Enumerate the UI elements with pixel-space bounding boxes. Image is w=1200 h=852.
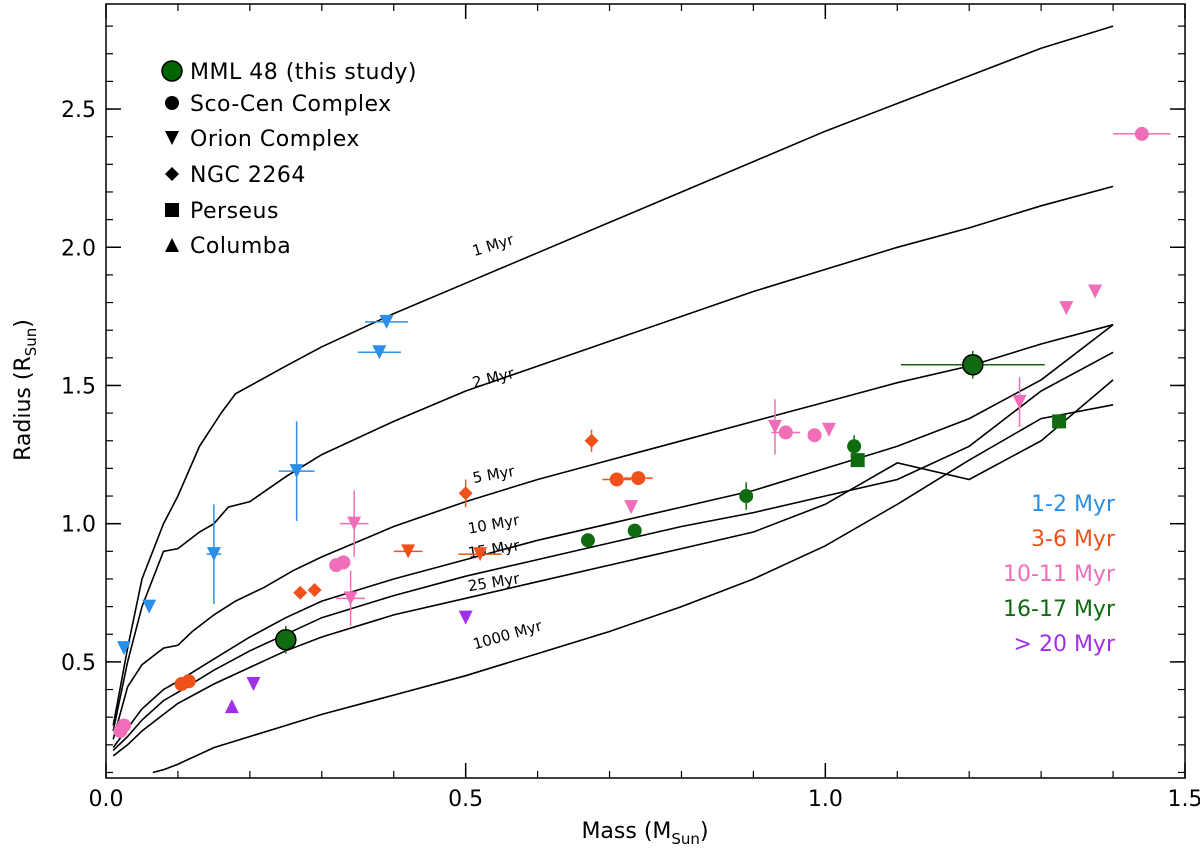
age-legend-16-17: 16-17 Myr bbox=[1003, 597, 1116, 622]
data-point-circle bbox=[181, 674, 196, 689]
data-point-triangle-down bbox=[142, 599, 157, 614]
legend-label-ngc2264: NGC 2264 bbox=[190, 163, 306, 188]
data-point-circle bbox=[580, 533, 595, 548]
data-point-triangle-down bbox=[1088, 284, 1103, 299]
y-tick-label: 1.0 bbox=[61, 513, 96, 538]
y-tick-label: 0.5 bbox=[61, 651, 96, 676]
isochrone-label: 25 Myr bbox=[467, 569, 522, 595]
data-point-mml48 bbox=[275, 629, 297, 651]
data-point-triangle-up bbox=[224, 699, 239, 714]
legend-marker-perseus bbox=[165, 203, 179, 217]
isochrone-line bbox=[152, 404, 1114, 774]
data-point-circle bbox=[778, 425, 793, 440]
legend-marker-columba bbox=[165, 238, 179, 252]
data-point-diamond bbox=[584, 433, 599, 448]
data-point-square bbox=[1052, 414, 1067, 429]
data-points bbox=[113, 126, 1171, 739]
axis-ticks: 0.0 0.5 1.0 1.5 0.5 1.0 1.5 2.0 2.5 bbox=[61, 4, 1200, 812]
x-axis-label: Mass (MSun) bbox=[581, 819, 708, 848]
legend-marker-sco-cen bbox=[165, 96, 179, 110]
isochrone-line bbox=[112, 185, 1114, 732]
legend-marker-orion bbox=[165, 131, 179, 145]
age-legend: 1-2 Myr 3-6 Myr 10-11 Myr 16-17 Myr > 20… bbox=[1003, 492, 1116, 657]
data-point-circle bbox=[336, 555, 351, 570]
legend-label-orion: Orion Complex bbox=[190, 127, 360, 152]
legend-marker-mml48 bbox=[161, 60, 183, 82]
data-point-diamond bbox=[458, 486, 473, 501]
legend-label-columba: Columba bbox=[190, 234, 291, 259]
data-point-square bbox=[850, 453, 865, 468]
data-point-circle bbox=[631, 471, 646, 486]
y-tick-label: 2.0 bbox=[61, 236, 96, 261]
x-tick-label: 1.5 bbox=[1168, 787, 1200, 812]
data-point-triangle-down bbox=[1012, 395, 1027, 410]
data-point-triangle-down bbox=[246, 677, 261, 692]
data-point-triangle-down bbox=[206, 547, 221, 562]
data-point-circle bbox=[739, 489, 754, 504]
isochrone-label: 1000 Myr bbox=[471, 616, 545, 653]
data-point-circle bbox=[807, 428, 822, 443]
legend-marker-ngc2264 bbox=[165, 167, 179, 181]
legend-label-sco-cen: Sco-Cen Complex bbox=[190, 92, 392, 117]
data-point-triangle-down bbox=[343, 591, 358, 606]
isochrone-line bbox=[112, 323, 1114, 740]
data-point-circle bbox=[627, 523, 642, 538]
data-point-circle bbox=[847, 439, 862, 454]
age-legend-1-2: 1-2 Myr bbox=[1031, 492, 1116, 517]
legend-label-mml48: MML 48 (this study) bbox=[190, 60, 417, 85]
data-point-circle bbox=[1134, 126, 1149, 141]
isochrone-label: 1 Myr bbox=[470, 230, 517, 260]
data-point-diamond bbox=[307, 583, 322, 598]
data-point-circle bbox=[116, 718, 131, 733]
y-axis-label: Radius (RSun) bbox=[11, 319, 40, 461]
data-point-triangle-down bbox=[767, 419, 782, 434]
data-point-circle bbox=[609, 472, 624, 487]
data-point-triangle-down bbox=[458, 610, 473, 625]
data-point-triangle-down bbox=[821, 422, 836, 437]
data-point-triangle-down bbox=[372, 345, 387, 360]
data-point-mml48 bbox=[962, 353, 984, 376]
data-point-triangle-down bbox=[401, 544, 416, 559]
age-legend-10-11: 10-11 Myr bbox=[1003, 562, 1116, 587]
data-point-triangle-down bbox=[624, 500, 639, 515]
legend-label-perseus: Perseus bbox=[190, 199, 279, 224]
isochrone-label: 5 Myr bbox=[471, 462, 517, 487]
data-point-triangle-down bbox=[289, 464, 304, 479]
data-point-triangle-down bbox=[116, 641, 131, 656]
isochrone-label: 2 Myr bbox=[471, 364, 517, 392]
plot-frame bbox=[105, 3, 1186, 779]
x-tick-label: 1.0 bbox=[808, 787, 843, 812]
y-tick-label: 1.5 bbox=[61, 374, 96, 399]
data-point-diamond bbox=[293, 585, 308, 600]
isochrone-line bbox=[112, 351, 1114, 751]
x-tick-label: 0.5 bbox=[448, 787, 483, 812]
y-tick-label: 2.5 bbox=[61, 98, 96, 123]
data-point-triangle-down bbox=[1059, 301, 1074, 316]
data-point-triangle-down bbox=[347, 516, 362, 531]
isochrone-line bbox=[112, 379, 1114, 757]
age-legend-20-plus: > 20 Myr bbox=[1014, 632, 1116, 657]
x-tick-label: 0.0 bbox=[89, 787, 124, 812]
age-legend-3-6: 3-6 Myr bbox=[1031, 527, 1116, 552]
data-point-triangle-down bbox=[473, 547, 488, 562]
isochrone-line bbox=[112, 25, 1114, 726]
isochrone-line bbox=[112, 324, 1114, 749]
isochrone-label: 10 Myr bbox=[466, 511, 521, 538]
marker-legend: MML 48 (this study) Sco-Cen Complex Orio… bbox=[161, 60, 417, 259]
data-point-triangle-down bbox=[379, 314, 394, 329]
